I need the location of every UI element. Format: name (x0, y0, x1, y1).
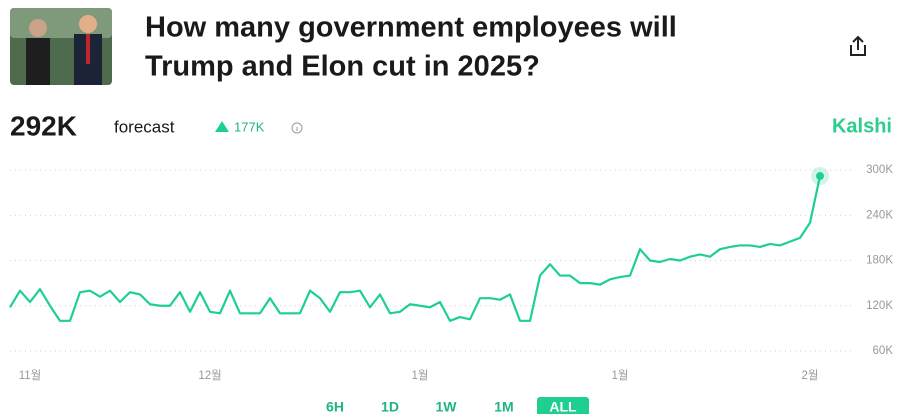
brand: Kalshi (832, 115, 892, 137)
title-line: Trump and Elon cut in 2025? (145, 51, 540, 83)
x-tick-label: 1월 (612, 369, 629, 382)
range-button[interactable]: ALL (549, 399, 577, 415)
selected-button-bg (537, 397, 589, 417)
y-tick-label: 180K (866, 255, 893, 267)
y-tick-label: 60K (873, 345, 894, 357)
x-tick-label: 1월 (412, 369, 429, 382)
forecast-label: forecast (114, 117, 175, 136)
share-button[interactable] (850, 35, 866, 56)
y-tick-label: 240K (866, 209, 893, 221)
chart: 60K 120K 180K 240K 300K 11월 12월 1월 1월 2월 (9, 164, 894, 382)
range-button[interactable]: 6H (326, 399, 344, 415)
thumbnail (10, 8, 112, 85)
range-button[interactable]: 1M (494, 399, 513, 415)
forecast-value: 292K (10, 110, 77, 141)
x-tick-label: 2월 (802, 369, 819, 382)
range-button[interactable]: 1W (436, 399, 458, 415)
info-icon[interactable] (291, 122, 303, 134)
change-value: 177K (234, 119, 265, 134)
line (9, 175, 822, 322)
range-button[interactable]: 1D (381, 399, 399, 415)
y-tick-label: 300K (866, 164, 893, 176)
x-tick-label: 11월 (19, 369, 42, 382)
x-tick-label: 12월 (198, 369, 221, 382)
change-arrow (215, 121, 229, 132)
title-line: How many government employees will (145, 12, 677, 44)
y-tick-label: 120K (866, 300, 893, 312)
end-point (816, 172, 824, 181)
range-buttons: 6H 1D 1W 1M ALL (326, 397, 589, 417)
